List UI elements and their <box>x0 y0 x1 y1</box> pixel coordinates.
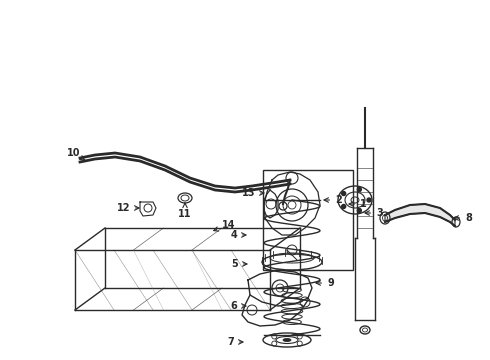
Circle shape <box>342 192 345 195</box>
Circle shape <box>342 204 345 208</box>
Text: 5: 5 <box>231 259 247 269</box>
Text: 9: 9 <box>316 278 334 288</box>
Text: 3: 3 <box>365 208 383 218</box>
Text: 14: 14 <box>214 220 236 231</box>
Circle shape <box>367 198 371 202</box>
Polygon shape <box>385 204 455 226</box>
Circle shape <box>357 208 361 212</box>
Bar <box>263 170 353 270</box>
Text: 7: 7 <box>227 337 243 347</box>
Text: 6: 6 <box>230 301 246 311</box>
Ellipse shape <box>283 338 291 342</box>
Text: 11: 11 <box>178 203 192 219</box>
Text: 8: 8 <box>454 213 472 223</box>
Text: 13: 13 <box>242 188 264 198</box>
Text: 1: 1 <box>349 199 367 209</box>
Circle shape <box>357 188 361 192</box>
Text: 12: 12 <box>117 203 139 213</box>
Text: 4: 4 <box>230 230 246 240</box>
Text: 10: 10 <box>67 148 85 160</box>
Text: 2: 2 <box>324 195 342 205</box>
